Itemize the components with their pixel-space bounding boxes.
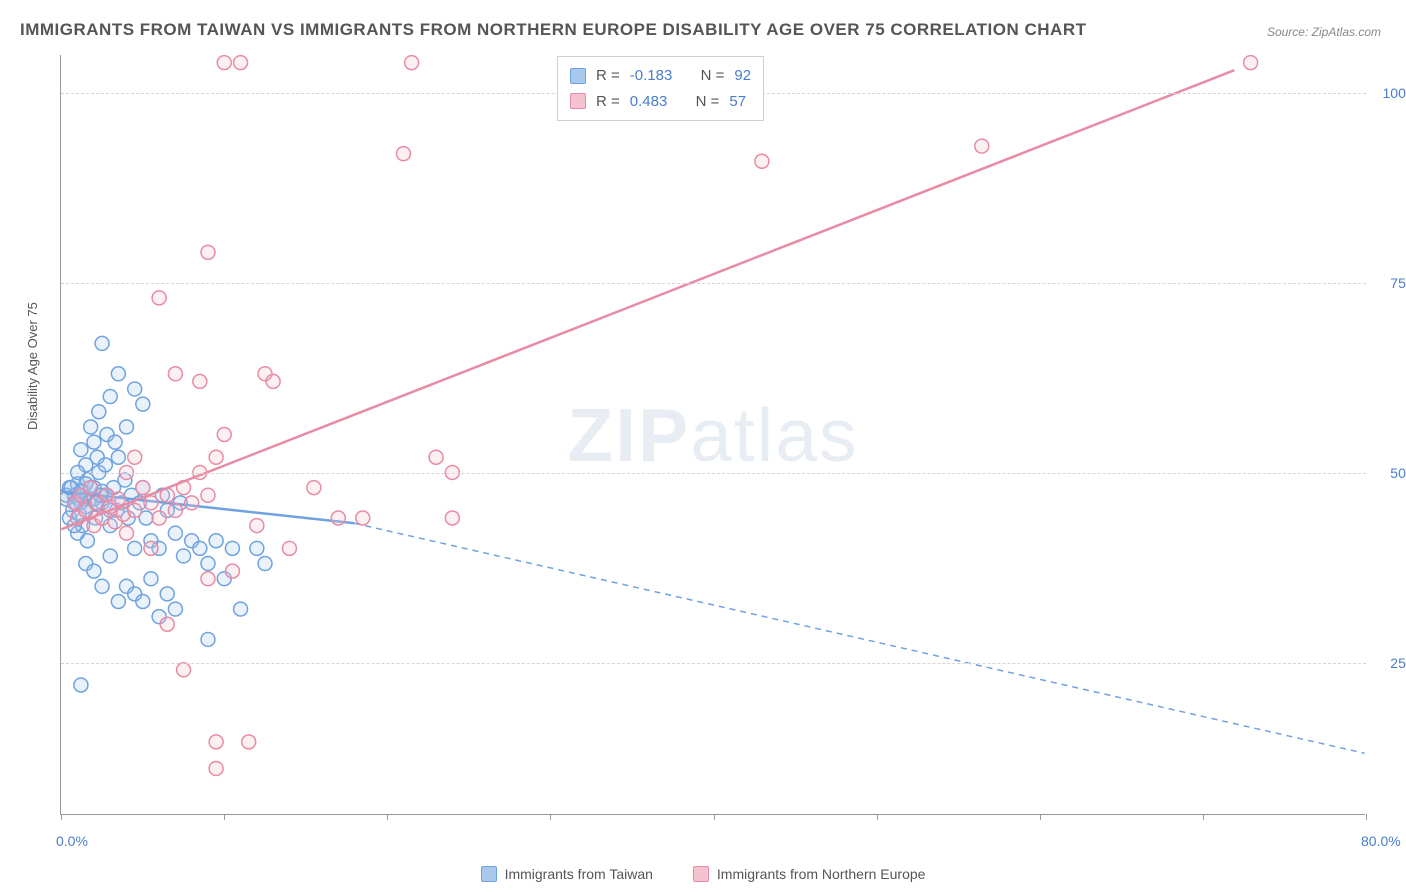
taiwan-swatch-icon: [481, 866, 497, 882]
gridline: [61, 283, 1366, 284]
xtick: [387, 814, 388, 820]
ytick-label: 25.0%: [1390, 655, 1406, 671]
neurope-swatch-icon: [693, 866, 709, 882]
xtick: [1040, 814, 1041, 820]
legend-label-neurope: Immigrants from Northern Europe: [717, 866, 926, 882]
n-label: N =: [701, 63, 725, 89]
chart-area: ZIPatlas 25.0%50.0%75.0%100.0%0.0%80.0%: [60, 55, 1365, 815]
ytick-label: 75.0%: [1390, 275, 1406, 291]
xtick-label: 0.0%: [56, 833, 88, 849]
neurope-n-value: 57: [729, 89, 746, 115]
info-row-taiwan: R = -0.183 N = 92: [570, 63, 751, 89]
legend-item-neurope: Immigrants from Northern Europe: [693, 866, 926, 882]
xtick-label: 80.0%: [1361, 833, 1401, 849]
ytick-label: 50.0%: [1390, 465, 1406, 481]
chart-title: IMMIGRANTS FROM TAIWAN VS IMMIGRANTS FRO…: [20, 20, 1087, 40]
xtick: [1203, 814, 1204, 820]
gridline: [61, 473, 1366, 474]
n-label: N =: [696, 89, 720, 115]
source-label: Source: ZipAtlas.com: [1267, 25, 1381, 39]
neurope-swatch-icon: [570, 93, 586, 109]
taiwan-swatch-icon: [570, 68, 586, 84]
y-axis-label: Disability Age Over 75: [25, 302, 40, 430]
xtick: [1366, 814, 1367, 820]
xtick: [224, 814, 225, 820]
ytick-label: 100.0%: [1383, 85, 1406, 101]
taiwan-n-value: 92: [734, 63, 751, 89]
scatter-plot: [61, 55, 1365, 814]
r-label: R =: [596, 89, 620, 115]
legend: Immigrants from Taiwan Immigrants from N…: [0, 866, 1406, 882]
r-label: R =: [596, 63, 620, 89]
xtick: [714, 814, 715, 820]
xtick: [877, 814, 878, 820]
xtick: [550, 814, 551, 820]
info-row-neurope: R = 0.483 N = 57: [570, 89, 751, 115]
legend-item-taiwan: Immigrants from Taiwan: [481, 866, 653, 882]
correlation-info-box: R = -0.183 N = 92 R = 0.483 N = 57: [557, 56, 764, 121]
neurope-r-value: 0.483: [630, 89, 668, 115]
legend-label-taiwan: Immigrants from Taiwan: [505, 866, 653, 882]
gridline: [61, 663, 1366, 664]
taiwan-r-value: -0.183: [630, 63, 673, 89]
xtick: [61, 814, 62, 820]
